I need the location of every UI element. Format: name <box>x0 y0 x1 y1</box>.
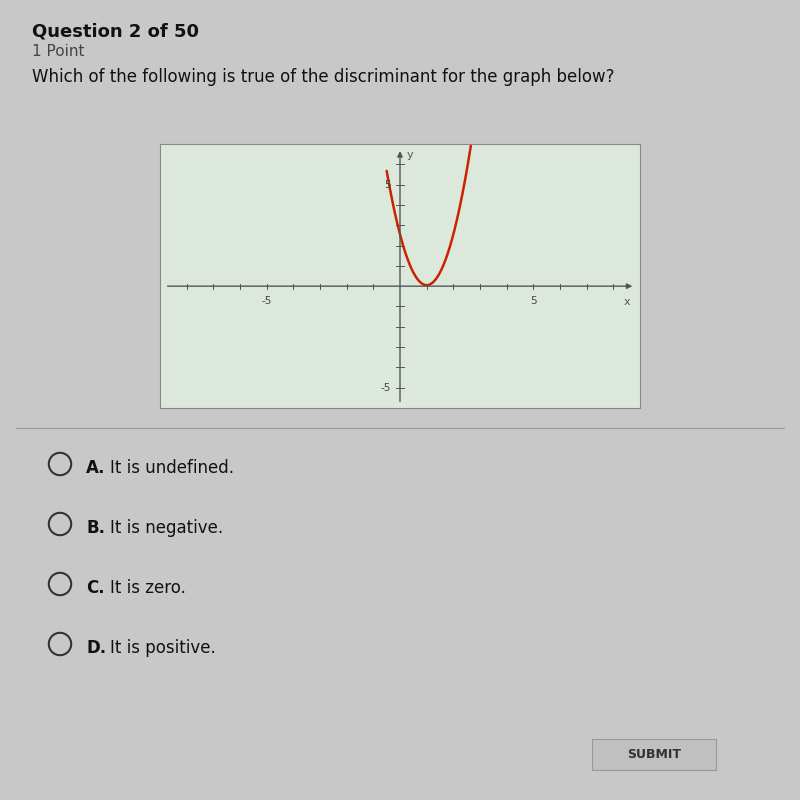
Text: SUBMIT: SUBMIT <box>627 748 681 761</box>
Text: D.: D. <box>86 639 106 657</box>
Text: -5: -5 <box>380 382 390 393</box>
Text: B.: B. <box>86 519 106 537</box>
Text: 5: 5 <box>384 180 390 190</box>
Text: A.: A. <box>86 459 106 477</box>
Text: It is undefined.: It is undefined. <box>110 459 234 477</box>
Text: x: x <box>623 298 630 307</box>
Text: -5: -5 <box>262 296 272 306</box>
Text: C.: C. <box>86 579 105 597</box>
Text: y: y <box>406 150 414 160</box>
Text: Question 2 of 50: Question 2 of 50 <box>32 22 199 40</box>
Text: Which of the following is true of the discriminant for the graph below?: Which of the following is true of the di… <box>32 68 614 86</box>
Text: 1 Point: 1 Point <box>32 44 85 59</box>
Text: 5: 5 <box>530 296 537 306</box>
Text: It is negative.: It is negative. <box>110 519 223 537</box>
Text: It is zero.: It is zero. <box>110 579 186 597</box>
Text: It is positive.: It is positive. <box>110 639 216 657</box>
